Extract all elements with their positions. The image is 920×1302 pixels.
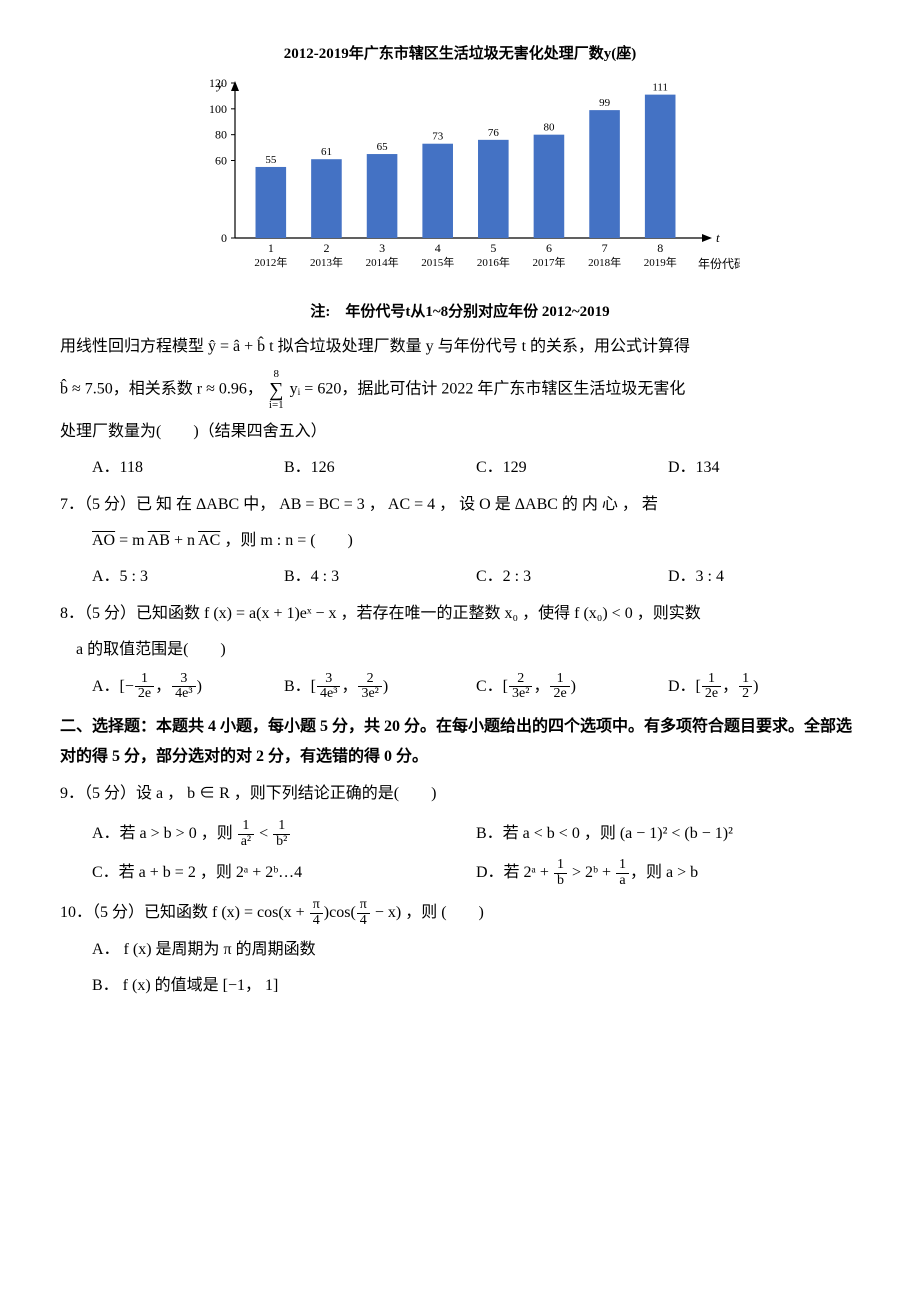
q9-option-a: A．若 a > b > 0 ，则 1a² < 1b² <box>92 819 476 850</box>
q8-options: A．[−12e，34e³) B．[34e³，23e²) C．[23e²，12e)… <box>60 672 860 703</box>
chart-svg: 06080100120yt年份代码5512012年6122013年6532014… <box>180 73 740 283</box>
svg-text:3: 3 <box>379 241 385 255</box>
q7-stem-b: AO = m AB + n AC ，则 m : n = ( ) <box>60 526 860 556</box>
svg-text:111: 111 <box>652 81 668 93</box>
svg-text:2014年: 2014年 <box>366 255 399 269</box>
q8-stem-a: 8．（5 分）已知函数 f (x) = a(x + 1)eˣ − x ，若存在唯… <box>60 599 860 629</box>
chart-title: 2012-2019年广东市辖区生活垃圾无害化处理厂数y(座) <box>60 40 860 69</box>
q9-options: A．若 a > b > 0 ，则 1a² < 1b² B．若 a < b < 0… <box>60 815 860 892</box>
q9-option-d: D．若 2ᵃ + 1b > 2ᵇ + 1a，则 a > b <box>476 858 860 889</box>
svg-text:55: 55 <box>265 153 277 165</box>
q6-context2a: b̂ ≈ 7.50，相关系数 r ≈ 0.96， <box>60 380 263 397</box>
svg-text:5: 5 <box>490 241 496 255</box>
chart-note: 注: 年份代号t从1~8分别对应年份 2012~2019 <box>60 298 860 327</box>
q7-option-b: B．4 : 3 <box>284 562 476 592</box>
svg-text:1: 1 <box>268 241 274 255</box>
svg-text:0: 0 <box>221 231 227 245</box>
q7-option-d: D．3 : 4 <box>668 562 860 592</box>
svg-text:7: 7 <box>602 241 608 255</box>
svg-text:8: 8 <box>657 241 663 255</box>
svg-text:2: 2 <box>323 241 329 255</box>
q7-options: A．5 : 3 B．4 : 3 C．2 : 3 D．3 : 4 <box>60 562 860 592</box>
q9-option-b: B．若 a < b < 0 ，则 (a − 1)² < (b − 1)² <box>476 819 860 850</box>
q6-context-line1: 用线性回归方程模型 ŷ = â + b̂ t 拟合垃圾处理厂数量 y 与年份代号… <box>60 332 860 362</box>
sum-symbol: 8 ∑ i=1 <box>269 369 284 411</box>
svg-text:2018年: 2018年 <box>588 255 621 269</box>
q6-context-line3: 处理厂数量为( )（结果四舍五入） <box>60 417 860 447</box>
svg-text:76: 76 <box>488 126 500 138</box>
q9-stem: 9．（5 分）设 a ， b ∈ R ，则下列结论正确的是( ) <box>60 779 860 809</box>
svg-text:t: t <box>716 230 720 245</box>
svg-text:80: 80 <box>215 127 227 141</box>
q8-option-d: D．[12e，12) <box>668 672 860 703</box>
q10-stem: 10．（5 分）已知函数 f (x) = cos(x + π4)cos(π4 −… <box>60 898 860 929</box>
q10-option-b: B． f (x) 的值域是 [−1， 1] <box>60 971 860 1001</box>
q7-stem-a: 7．（5 分）已 知 在 ΔABC 中， AB = BC = 3 ， AC = … <box>60 490 860 520</box>
q8-option-a: A．[−12e，34e³) <box>92 672 284 703</box>
section-2-title: 二、选择题：本题共 4 小题，每小题 5 分，共 20 分。在每小题给出的四个选… <box>60 712 860 773</box>
svg-text:2013年: 2013年 <box>310 255 343 269</box>
q6-options: A．118 B．126 C．129 D．134 <box>60 453 860 483</box>
q7-option-c: C．2 : 3 <box>476 562 668 592</box>
q8-option-c: C．[23e²，12e) <box>476 672 668 703</box>
q7-option-a: A．5 : 3 <box>92 562 284 592</box>
svg-text:年份代码: 年份代码 <box>698 257 740 271</box>
q8-stem-b: a 的取值范围是( ) <box>60 635 860 665</box>
q9-option-c: C．若 a + b = 2 ，则 2ᵃ + 2ᵇ…4 <box>92 858 476 889</box>
q6-option-a: A．118 <box>92 453 284 483</box>
svg-text:4: 4 <box>435 241 441 255</box>
svg-text:2019年: 2019年 <box>644 255 677 269</box>
bar-chart: 2012-2019年广东市辖区生活垃圾无害化处理厂数y(座) 0 60 80 100 1… <box>60 40 860 326</box>
svg-text:65: 65 <box>377 141 389 153</box>
svg-text:2015年: 2015年 <box>421 255 454 269</box>
svg-text:60: 60 <box>215 153 227 167</box>
svg-text:61: 61 <box>321 146 332 158</box>
q6-option-d: D．134 <box>668 453 860 483</box>
svg-text:100: 100 <box>209 101 227 115</box>
q6-context2b: yᵢ = 620，据此可估计 2022 年广东市辖区生活垃圾无害化 <box>290 380 686 397</box>
svg-text:99: 99 <box>599 97 611 109</box>
q6-option-c: C．129 <box>476 453 668 483</box>
svg-text:2012年: 2012年 <box>254 255 287 269</box>
q8-option-b: B．[34e³，23e²) <box>284 672 476 703</box>
q10-option-a: A． f (x) 是周期为 π 的周期函数 <box>60 935 860 965</box>
svg-text:y: y <box>215 77 223 92</box>
q6-context-line2: b̂ ≈ 7.50，相关系数 r ≈ 0.96， 8 ∑ i=1 yᵢ = 62… <box>60 369 860 411</box>
svg-text:6: 6 <box>546 241 552 255</box>
svg-text:2017年: 2017年 <box>532 255 565 269</box>
svg-text:80: 80 <box>543 121 555 133</box>
svg-text:2016年: 2016年 <box>477 255 510 269</box>
svg-text:73: 73 <box>432 130 444 142</box>
q6-option-b: B．126 <box>284 453 476 483</box>
